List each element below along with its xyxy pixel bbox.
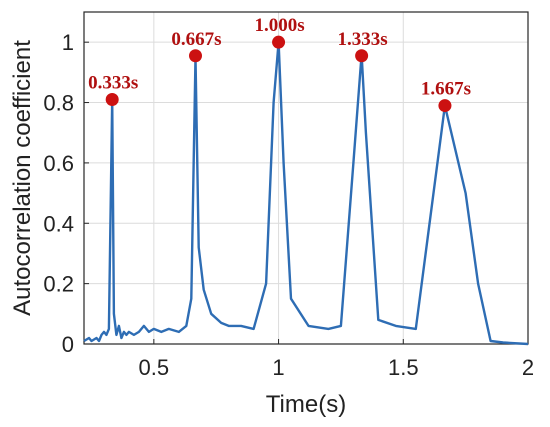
- y-tick-label: 1: [62, 30, 74, 55]
- peak-marker: [272, 35, 286, 49]
- x-tick-label: 0.5: [139, 355, 170, 380]
- y-tick-label: 0.4: [43, 211, 74, 236]
- peak-marker: [105, 93, 119, 107]
- x-tick-label: 1.5: [388, 355, 419, 380]
- peak-label: 0.667s: [171, 29, 221, 50]
- x-tick-label: 2: [522, 355, 534, 380]
- peak-label: 0.333s: [88, 73, 138, 94]
- y-axis: 0 0.2 0.4 0.6 0.8 1: [43, 30, 89, 357]
- x-axis-label: Time(s): [266, 391, 346, 418]
- peak-label: 1.667s: [421, 79, 471, 100]
- plot-frame: [83, 11, 529, 345]
- peak-label: 1.000s: [254, 15, 304, 36]
- y-tick-label: 0.8: [43, 91, 74, 116]
- y-tick-label: 0: [62, 332, 74, 357]
- peak-label: 1.333s: [338, 29, 388, 50]
- y-tick-label: 0.2: [43, 272, 74, 297]
- peak-marker: [355, 49, 369, 63]
- x-tick-label: 1: [272, 355, 284, 380]
- y-tick-label: 0.6: [43, 151, 74, 176]
- peak-markers: 0.333s 0.667s 1.000s 1.333s 1.667s: [88, 15, 471, 113]
- peak-marker: [438, 99, 452, 113]
- x-axis: 0.5 1 1.5 2: [139, 339, 534, 380]
- peak-marker: [188, 49, 202, 63]
- y-axis-label: Autocorrelation coefficient: [9, 40, 36, 316]
